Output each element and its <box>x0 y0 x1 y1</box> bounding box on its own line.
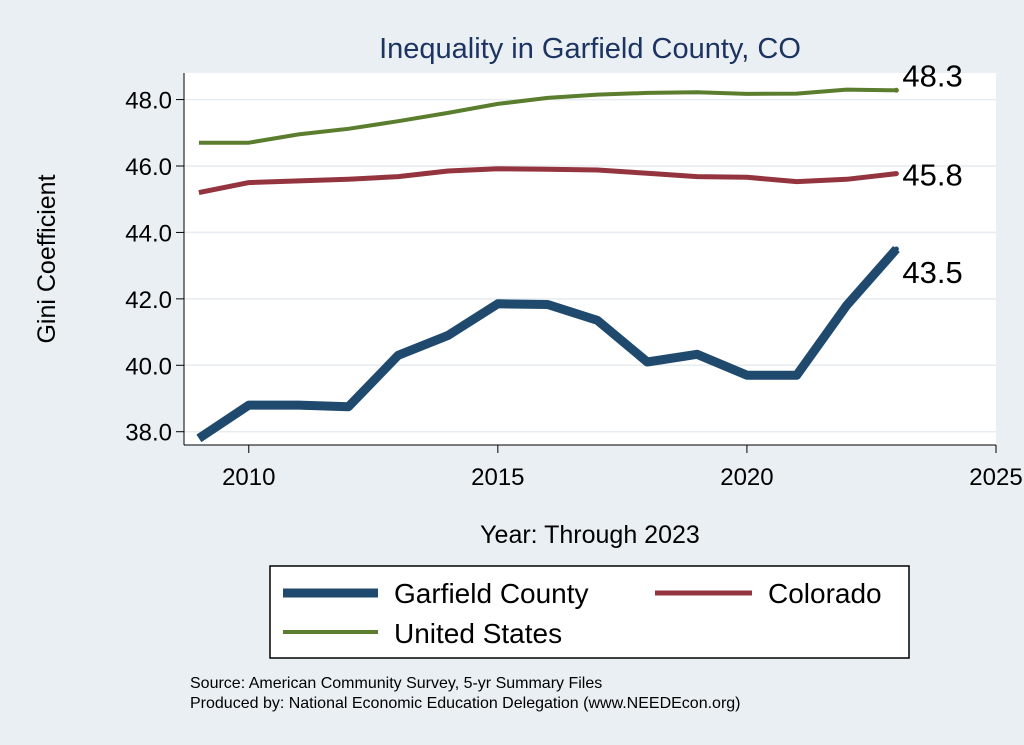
legend-box <box>269 565 910 659</box>
x-tick-label: 2015 <box>471 464 524 491</box>
y-tick-label: 46.0 <box>125 154 172 181</box>
series-endpoint-garfield-county <box>893 246 899 252</box>
y-tick-label: 40.0 <box>125 353 172 380</box>
y-tick-label: 38.0 <box>125 420 172 447</box>
source-note: Source: American Community Survey, 5-yr … <box>190 675 602 692</box>
y-tick-label: 48.0 <box>125 88 172 115</box>
y-tick-label: 44.0 <box>125 220 172 247</box>
x-tick-label: 2025 <box>969 464 1022 491</box>
series-endpoint-colorado <box>893 171 899 177</box>
end-label-garfield-county: 43.5 <box>902 255 962 290</box>
legend-label-united-states: United States <box>394 618 562 649</box>
plot-area <box>184 73 996 445</box>
legend-label-garfield-county: Garfield County <box>394 578 589 609</box>
gridlines <box>184 98 996 433</box>
end-label-united-states: 48.3 <box>902 58 962 93</box>
legend-label-colorado: Colorado <box>768 578 882 609</box>
series-lines <box>196 87 900 443</box>
series-endpoint-united-states <box>893 87 899 93</box>
series-line-colorado <box>198 166 897 196</box>
series-line-united-states <box>198 87 897 145</box>
y-axis: 38.0 40.0 42.0 44.0 46.0 48.0 <box>125 73 185 447</box>
x-axis-title: Year: Through 2023 <box>480 521 700 549</box>
y-tick-label: 42.0 <box>125 287 172 314</box>
legend: Garfield County Colorado United States <box>269 565 910 659</box>
producer-note: Produced by: National Economic Education… <box>190 695 741 712</box>
chart-title: Inequality in Garfield County, CO <box>379 33 801 65</box>
x-axis: 2010 2015 2020 2025 <box>184 444 1023 491</box>
y-axis-title: Gini Coefficient <box>33 174 61 343</box>
x-tick-label: 2010 <box>222 464 275 491</box>
end-label-colorado: 45.8 <box>902 158 962 193</box>
x-tick-label: 2020 <box>720 464 773 491</box>
series-line-garfield-county <box>196 246 900 443</box>
end-labels: 48.3 45.8 43.5 <box>902 58 962 290</box>
